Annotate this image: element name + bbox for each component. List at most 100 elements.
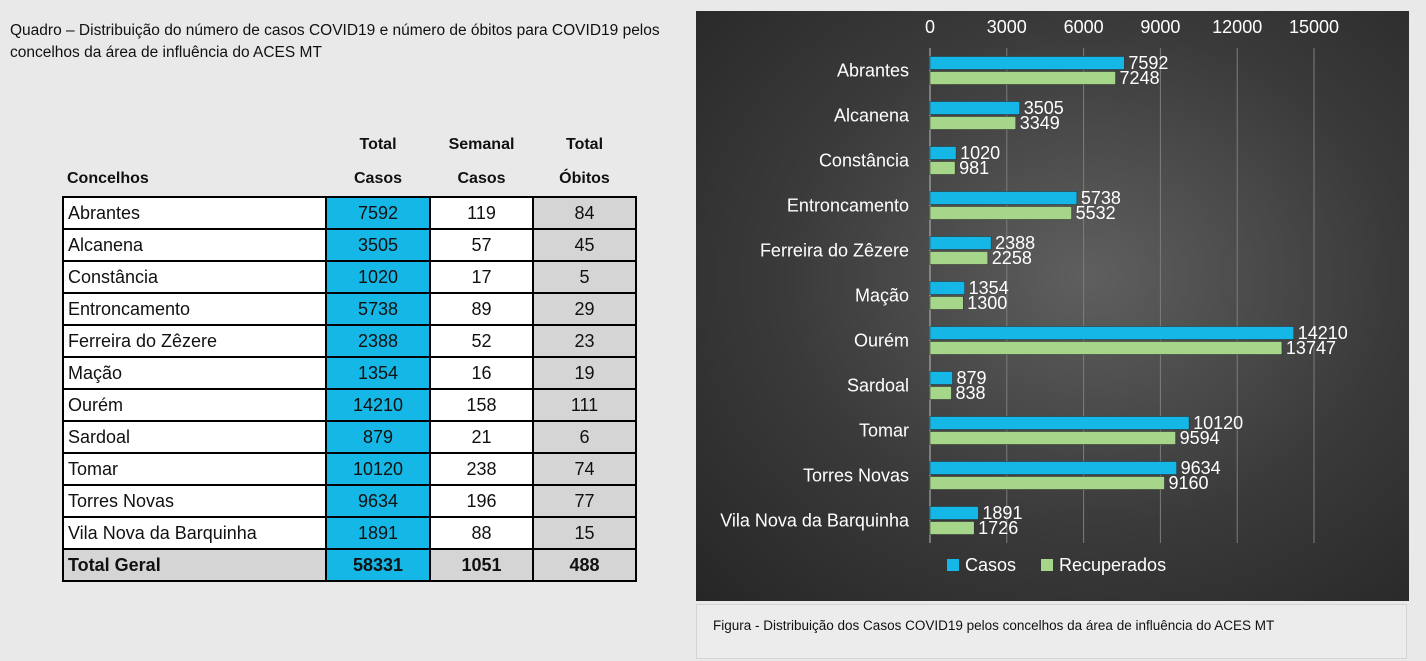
x-tick-label: 9000 bbox=[1140, 17, 1180, 37]
cell-semanal-casos: 196 bbox=[429, 484, 534, 518]
header-total-obitos-line1: Total bbox=[565, 136, 604, 153]
table-row: Mação 1354 16 19 bbox=[62, 356, 637, 390]
cell-total-obitos: 74 bbox=[532, 452, 637, 486]
data-label: 13747 bbox=[1286, 338, 1336, 358]
table-row: Constância 1020 17 5 bbox=[62, 260, 637, 294]
cell-total-casos: 2388 bbox=[325, 324, 431, 358]
x-tick-label: 6000 bbox=[1064, 17, 1104, 37]
x-tick-label: 15000 bbox=[1289, 17, 1339, 37]
header-total-casos: Total Casos bbox=[326, 128, 430, 197]
cell-semanal-casos: 21 bbox=[429, 420, 534, 454]
bar-casos bbox=[929, 236, 992, 250]
data-label: 1354 bbox=[969, 278, 1009, 298]
x-tick-label: 0 bbox=[925, 17, 935, 37]
table-row: Abrantes 7592 119 84 bbox=[62, 196, 637, 230]
legend-swatch-casos bbox=[947, 559, 959, 571]
bar-casos bbox=[929, 326, 1295, 340]
bar-recuperados bbox=[929, 71, 1116, 85]
header-semanal-casos-line1: Semanal bbox=[448, 136, 515, 153]
category-label: Ferreira do Zêzere bbox=[760, 241, 909, 261]
data-label: 1891 bbox=[982, 503, 1022, 523]
cell-concelho: Alcanena bbox=[62, 228, 327, 262]
bar-recuperados bbox=[929, 431, 1176, 445]
cell-semanal-casos: 57 bbox=[429, 228, 534, 262]
legend-label: Casos bbox=[965, 555, 1016, 575]
x-tick-label: 12000 bbox=[1212, 17, 1262, 37]
table-row: Ferreira do Zêzere 2388 52 23 bbox=[62, 324, 637, 358]
cell-concelho: Mação bbox=[62, 356, 327, 390]
table-row: Alcanena 3505 57 45 bbox=[62, 228, 637, 262]
header-semanal-casos-line2: Casos bbox=[457, 170, 506, 187]
cell-total-casos: 10120 bbox=[325, 452, 431, 486]
cell-total-obitos: 23 bbox=[532, 324, 637, 358]
category-label: Tomar bbox=[859, 421, 909, 441]
cell-concelho: Abrantes bbox=[62, 196, 327, 230]
bar-recuperados bbox=[929, 206, 1072, 220]
cell-total-obitos: 77 bbox=[532, 484, 637, 518]
data-label: 5738 bbox=[1081, 188, 1121, 208]
cell-total-casos: 1891 bbox=[325, 516, 431, 550]
cell-total-obitos: 5 bbox=[532, 260, 637, 294]
header-total-casos-line1: Total bbox=[359, 136, 397, 153]
cell-semanal-casos: 89 bbox=[429, 292, 534, 326]
category-label: Entroncamento bbox=[787, 196, 909, 216]
category-label: Sardoal bbox=[847, 376, 909, 396]
cell-total-casos-sum: 58331 bbox=[325, 548, 431, 582]
bar-casos bbox=[929, 461, 1177, 475]
table-body: Abrantes 7592 119 84 Alcanena 3505 57 45 Constân… bbox=[62, 196, 637, 582]
cell-concelho: Entroncamento bbox=[62, 292, 327, 326]
cell-total-casos: 9634 bbox=[325, 484, 431, 518]
cell-semanal-casos: 52 bbox=[429, 324, 534, 358]
header-total-obitos: Total Óbitos bbox=[533, 128, 636, 197]
table-row: Ourém 14210 158 111 bbox=[62, 388, 637, 422]
bar-recuperados bbox=[929, 161, 956, 175]
bar-casos bbox=[929, 56, 1125, 70]
cell-total-obitos: 15 bbox=[532, 516, 637, 550]
cell-total-casos: 879 bbox=[325, 420, 431, 454]
data-label: 10120 bbox=[1193, 413, 1243, 433]
bar-casos bbox=[929, 146, 957, 160]
cell-total-obitos: 19 bbox=[532, 356, 637, 390]
chart-panel: 0 3000 6000 9000 12000 15000 Abrantes 7592 7248 A… bbox=[696, 11, 1409, 601]
data-label: 7248 bbox=[1120, 68, 1160, 88]
cell-concelho: Vila Nova da Barquinha bbox=[62, 516, 327, 550]
cell-semanal-casos-sum: 1051 bbox=[429, 548, 534, 582]
bar-casos bbox=[929, 281, 965, 295]
covid-table: Concelhos Total Casos Semanal Casos Total Ó… bbox=[62, 128, 637, 582]
table-row: Entroncamento 5738 89 29 bbox=[62, 292, 637, 326]
category-label: Abrantes bbox=[837, 61, 909, 81]
cell-total-casos: 1354 bbox=[325, 356, 431, 390]
cell-semanal-casos: 88 bbox=[429, 516, 534, 550]
table-total-row: Total Geral 58331 1051 488 bbox=[62, 548, 637, 582]
cell-total-casos: 5738 bbox=[325, 292, 431, 326]
data-label: 879 bbox=[957, 368, 987, 388]
data-label: 5532 bbox=[1076, 203, 1116, 223]
category-label: Vila Nova da Barquinha bbox=[720, 511, 910, 531]
table-header-row: Concelhos Total Casos Semanal Casos Total Ó… bbox=[63, 128, 636, 197]
data-label: 9634 bbox=[1181, 458, 1221, 478]
cell-concelho: Sardoal bbox=[62, 420, 327, 454]
legend-swatch-recuperados bbox=[1041, 559, 1053, 571]
data-label: 2258 bbox=[992, 248, 1032, 268]
data-label: 3349 bbox=[1020, 113, 1060, 133]
cell-total-obitos: 45 bbox=[532, 228, 637, 262]
cell-total-obitos: 6 bbox=[532, 420, 637, 454]
data-label: 7592 bbox=[1128, 53, 1168, 73]
cell-total-casos: 3505 bbox=[325, 228, 431, 262]
bar-casos bbox=[929, 416, 1190, 430]
cell-concelho: Torres Novas bbox=[62, 484, 327, 518]
bar-recuperados bbox=[929, 251, 989, 265]
legend-label: Recuperados bbox=[1059, 555, 1166, 575]
header-concelhos-label: Concelhos bbox=[67, 170, 149, 187]
header-semanal-casos: Semanal Casos bbox=[430, 128, 533, 197]
cell-semanal-casos: 16 bbox=[429, 356, 534, 390]
bar-casos bbox=[929, 371, 953, 385]
cell-semanal-casos: 119 bbox=[429, 196, 534, 230]
data-label: 2388 bbox=[995, 233, 1035, 253]
bar-recuperados bbox=[929, 521, 975, 535]
x-tick-label: 3000 bbox=[987, 17, 1027, 37]
category-label: Constância bbox=[819, 151, 910, 171]
cell-total-casos: 14210 bbox=[325, 388, 431, 422]
header-total-obitos-line2: Óbitos bbox=[559, 170, 610, 187]
